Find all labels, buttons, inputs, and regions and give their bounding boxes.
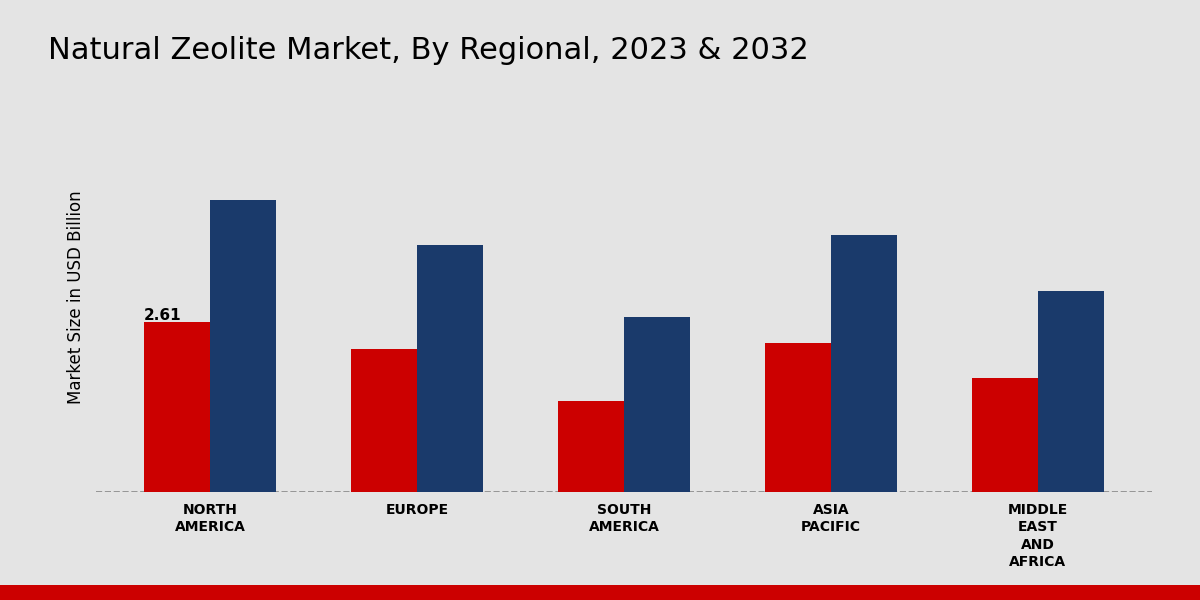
Bar: [1038, 290, 1104, 492]
Bar: [624, 317, 690, 492]
Bar: [418, 245, 484, 492]
Bar: [830, 235, 898, 492]
Text: 2.61: 2.61: [144, 308, 181, 323]
Bar: [764, 343, 830, 492]
Bar: [350, 349, 418, 492]
Bar: [144, 322, 210, 492]
Text: Natural Zeolite Market, By Regional, 2023 & 2032: Natural Zeolite Market, By Regional, 202…: [48, 36, 809, 65]
Y-axis label: Market Size in USD Billion: Market Size in USD Billion: [67, 190, 85, 404]
Bar: [558, 401, 624, 492]
Bar: [972, 378, 1038, 492]
Bar: [210, 199, 276, 492]
